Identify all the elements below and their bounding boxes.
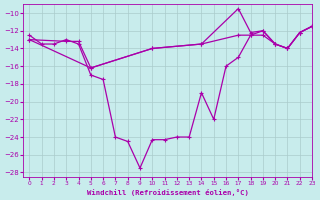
- X-axis label: Windchill (Refroidissement éolien,°C): Windchill (Refroidissement éolien,°C): [87, 189, 249, 196]
